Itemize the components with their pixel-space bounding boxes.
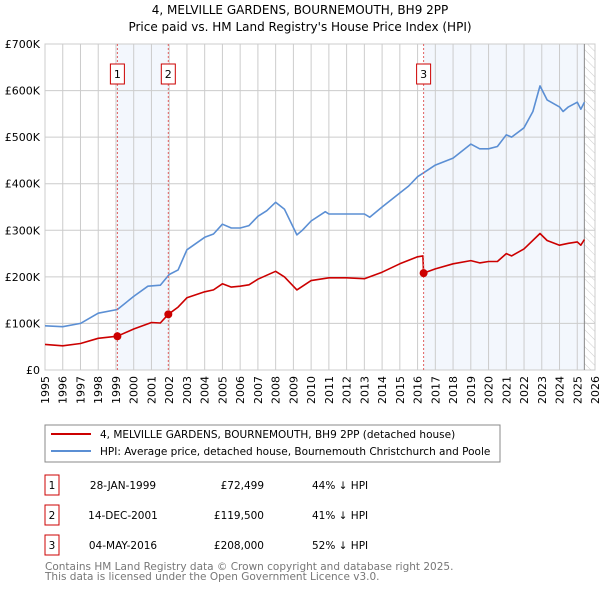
sale-marker-label: 1	[114, 68, 121, 81]
x-tick-label: 2014	[376, 376, 389, 404]
y-tick-label: £500K	[5, 131, 41, 144]
ownership-shade-1	[117, 44, 169, 370]
sale-marker-label: 3	[420, 68, 427, 81]
x-tick-label: 2002	[163, 376, 176, 404]
sale-marker-box	[160, 63, 176, 85]
sale-price: £208,000	[214, 540, 264, 552]
y-tick-label: £700K	[5, 38, 41, 51]
x-tick-label: 2026	[589, 376, 600, 404]
x-tick-label: 2011	[323, 376, 336, 404]
y-tick-label: £600K	[5, 85, 41, 98]
sale-point	[113, 332, 122, 341]
ownership-shade-2	[423, 44, 585, 370]
x-tick-label: 2025	[571, 376, 584, 404]
y-tick-label: £400K	[5, 178, 41, 191]
chart-subtitle: Price paid vs. HM Land Registry's House …	[128, 20, 471, 34]
footer-copyright: Contains HM Land Registry data © Crown c…	[45, 561, 453, 573]
forecast-hatch	[584, 44, 595, 370]
sale-number: 1	[49, 480, 56, 492]
x-tick-label: 1998	[92, 376, 105, 404]
x-tick-label: 2021	[500, 376, 513, 404]
sale-number-box	[44, 474, 60, 496]
x-tick-label: 2010	[305, 376, 318, 404]
y-tick-label: £300K	[5, 224, 41, 237]
sales-row: 3 04-MAY-2016 £208,000 52% ↓ HPI	[44, 534, 368, 556]
x-tick-label: 2020	[483, 376, 496, 404]
sale-marker-box	[109, 63, 125, 85]
sales-table: 1 28-JAN-1999 £72,499 44% ↓ HPI 2 14-DEC-2001…	[44, 474, 368, 556]
x-tick-label: 2012	[341, 376, 354, 404]
sales-row: 2 14-DEC-2001 £119,500 41% ↓ HPI	[44, 504, 368, 526]
chart-title: 4, MELVILLE GARDENS, BOURNEMOUTH, BH9 2P…	[152, 3, 449, 17]
x-tick-label: 2008	[270, 376, 283, 404]
sale-number: 2	[49, 510, 56, 522]
x-tick-label: 2023	[536, 376, 549, 404]
x-tick-label: 2009	[287, 376, 300, 404]
x-tick-label: 1996	[57, 376, 70, 404]
hpi-line	[45, 85, 586, 328]
sales-row: 1 28-JAN-1999 £72,499 44% ↓ HPI	[44, 474, 368, 496]
legend: 4, MELVILLE GARDENS, BOURNEMOUTH, BH9 2P…	[44, 424, 501, 463]
x-tick-label: 2018	[447, 376, 460, 404]
sale-number: 3	[49, 540, 56, 552]
y-tick-label: £100K	[5, 317, 41, 330]
sale-marker-box	[416, 63, 432, 85]
x-tick-label: 2015	[394, 376, 407, 404]
sale-price: £119,500	[214, 510, 264, 522]
sale-date: 14-DEC-2001	[88, 510, 158, 522]
x-tick-label: 2024	[554, 376, 567, 404]
x-tick-label: 2016	[412, 376, 425, 404]
x-tick-label: 1999	[110, 376, 123, 404]
y-tick-label: £200K	[5, 271, 41, 284]
y-tick-label: £0	[26, 364, 40, 377]
legend-label-property: 4, MELVILLE GARDENS, BOURNEMOUTH, BH9 2P…	[100, 429, 455, 441]
x-tick-label: 2006	[234, 376, 247, 404]
property-price-line	[45, 232, 586, 347]
x-tick-label: 2007	[252, 376, 265, 404]
x-tick-label: 2004	[199, 376, 212, 404]
sale-point	[164, 310, 173, 319]
sale-hpi-diff: 41% ↓ HPI	[312, 510, 368, 522]
sale-date: 04-MAY-2016	[89, 540, 158, 552]
sale-point	[419, 269, 428, 278]
x-tick-label: 2022	[518, 376, 531, 404]
legend-label-hpi: HPI: Average price, detached house, Bour…	[100, 446, 490, 458]
sale-marker-label: 2	[165, 68, 172, 81]
x-tick-label: 2017	[429, 376, 442, 404]
sale-number-box	[44, 504, 60, 526]
plot-border	[44, 43, 596, 371]
x-tick-label: 2001	[145, 376, 158, 404]
x-tick-label: 2003	[181, 376, 194, 404]
sale-number-box	[44, 534, 60, 556]
sale-date: 28-JAN-1999	[90, 480, 156, 492]
footer-licence: This data is licensed under the Open Gov…	[44, 571, 380, 583]
x-tick-label: 2013	[358, 376, 371, 404]
sale-price: £72,499	[221, 480, 264, 492]
x-tick-label: 1995	[39, 376, 52, 404]
x-tick-label: 2000	[128, 376, 141, 404]
x-tick-label: 1997	[74, 376, 87, 404]
x-tick-label: 2005	[216, 376, 229, 404]
sale-hpi-diff: 44% ↓ HPI	[312, 480, 368, 492]
sale-hpi-diff: 52% ↓ HPI	[312, 540, 368, 552]
x-tick-label: 2019	[465, 376, 478, 404]
